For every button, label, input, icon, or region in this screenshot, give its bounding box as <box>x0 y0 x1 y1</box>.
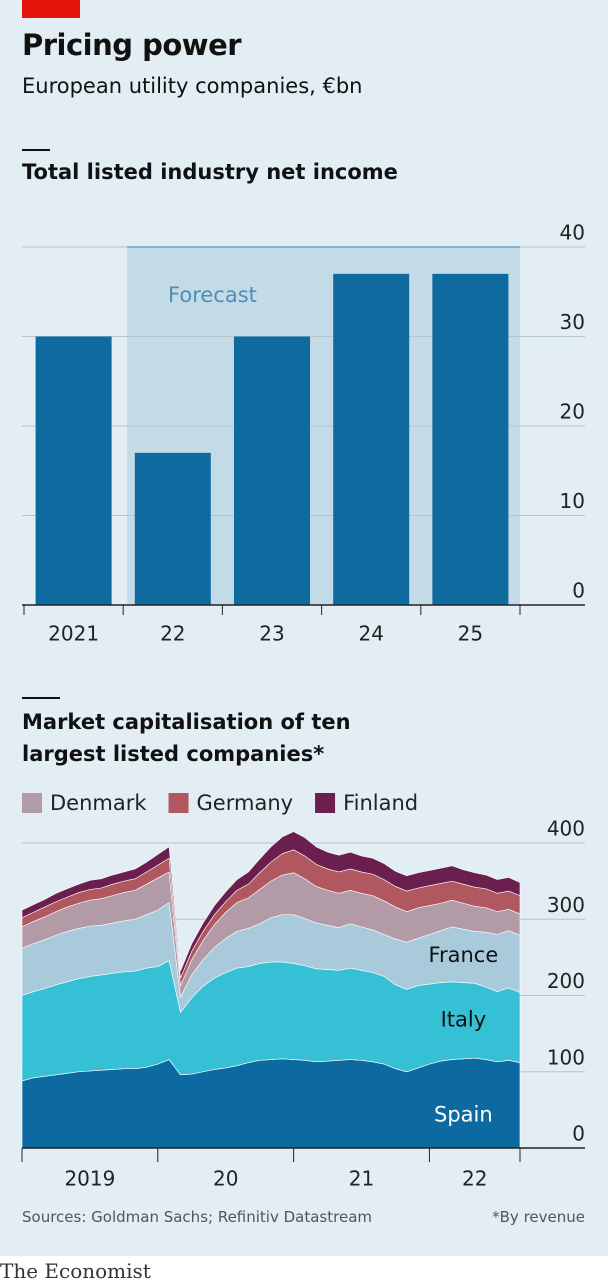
subtitle: European utility companies, €bn <box>22 74 363 98</box>
y-tick-label: 100 <box>547 1045 585 1069</box>
brand-tag <box>22 0 80 18</box>
x-tick-label: 22 <box>462 1167 487 1191</box>
legend-swatch <box>315 793 336 813</box>
brand: The Economist <box>0 1259 151 1283</box>
legend-label: Germany <box>197 791 294 815</box>
y-tick-label: 40 <box>560 221 585 245</box>
chart-title: Market capitalisation of ten largest lis… <box>22 710 351 766</box>
y-tick-label: 400 <box>547 817 585 841</box>
note: *By revenue <box>492 1208 585 1226</box>
area-label: Italy <box>441 1008 487 1032</box>
legend-label: Finland <box>343 791 418 815</box>
bar <box>333 273 410 605</box>
y-tick-label: 20 <box>560 400 585 424</box>
footer-strip <box>0 1256 608 1286</box>
x-tick-label: 24 <box>358 622 383 646</box>
area <box>21 831 521 979</box>
area-label: Spain <box>434 1102 493 1126</box>
x-tick-label: 2019 <box>64 1167 115 1191</box>
y-tick-label: 300 <box>547 893 585 917</box>
bar <box>432 273 509 605</box>
legend-label: Denmark <box>50 791 147 815</box>
title: Pricing power <box>22 28 242 62</box>
chart-title: Total listed industry net income <box>22 160 398 184</box>
x-tick-label: 23 <box>259 622 284 646</box>
y-tick-label: 30 <box>560 310 585 334</box>
y-tick-label: 0 <box>572 579 585 603</box>
bar <box>35 336 112 605</box>
annotation: Forecast <box>168 283 257 307</box>
y-tick-label: 0 <box>572 1122 585 1146</box>
x-tick-label: 2021 <box>48 622 99 646</box>
y-tick-label: 200 <box>547 969 585 993</box>
x-tick-label: 20 <box>213 1167 238 1191</box>
x-tick-label: 22 <box>160 622 185 646</box>
source: Sources: Goldman Sachs; Refinitiv Datast… <box>22 1208 373 1226</box>
legend-swatch <box>168 793 189 813</box>
bar <box>134 452 211 605</box>
bar <box>234 336 310 605</box>
x-tick-label: 21 <box>349 1167 374 1191</box>
legend-swatch <box>22 793 42 813</box>
x-tick-label: 25 <box>458 622 483 646</box>
area-label: France <box>428 943 498 967</box>
y-tick-label: 10 <box>560 489 585 513</box>
